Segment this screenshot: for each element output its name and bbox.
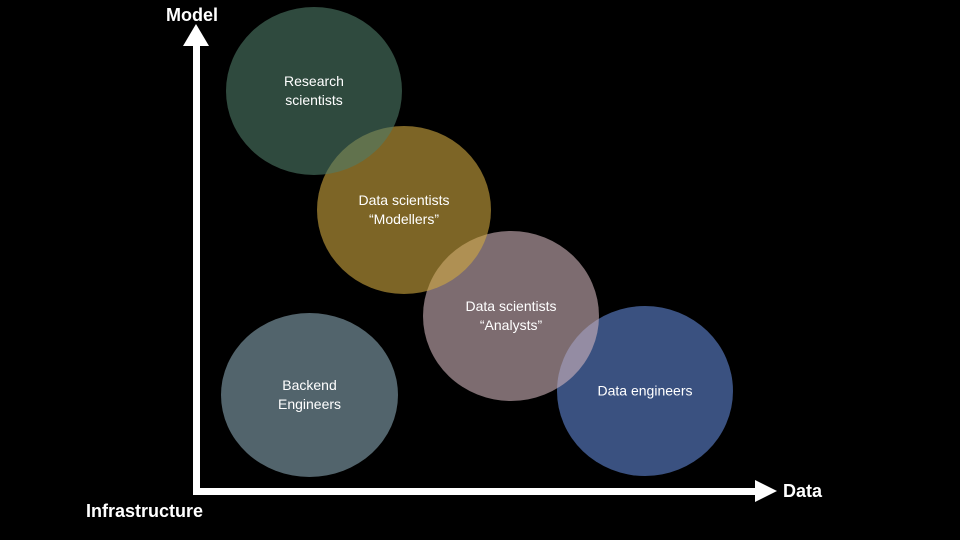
y-axis-line	[193, 42, 200, 495]
x-axis-line	[193, 488, 757, 495]
bubble-label-line: Research	[284, 73, 344, 89]
bubble-label-research-scientists: Research scientists	[284, 72, 344, 110]
bubble-label-backend-engineers: Backend Engineers	[278, 376, 341, 414]
x-axis-label: Data	[783, 481, 823, 501]
y-axis-arrowhead-icon	[183, 24, 209, 46]
bubble-label-line: “Analysts”	[479, 317, 543, 333]
bubble-label-data-scientists-modellers: Data scientists “Modellers”	[358, 191, 449, 229]
bubble-label-line: Data scientists	[465, 298, 557, 314]
y-axis-label: Model	[166, 5, 218, 25]
bubble-label-line: Backend	[282, 377, 337, 393]
bubble-label-data-engineers: Data engineers	[598, 382, 693, 401]
origin-label: Infrastructure	[86, 501, 204, 521]
bubble-label-line: “Modellers”	[368, 211, 440, 227]
bubble-label-line: Data engineers	[597, 382, 693, 399]
bubble-label-line: scientists	[285, 92, 343, 108]
bubble-backend-engineers	[221, 313, 398, 477]
x-axis-arrowhead-icon	[755, 480, 777, 502]
bubble-label-line: Engineers	[277, 396, 342, 412]
bubble-label-data-scientists-analysts: Data scientists “Analysts”	[465, 297, 556, 335]
bubble-research-scientists	[226, 7, 402, 175]
bubble-label-line: Data scientists	[358, 192, 450, 208]
